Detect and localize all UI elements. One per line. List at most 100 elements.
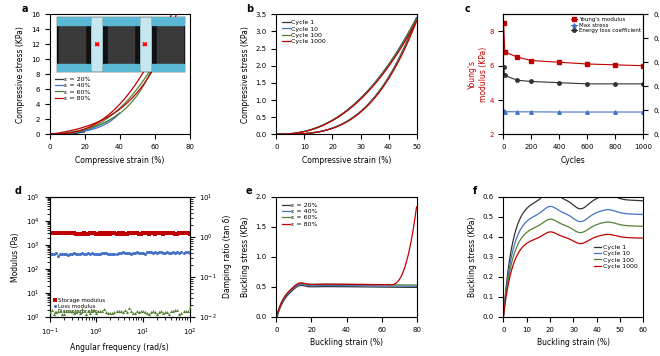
Storage modulus	[91, 231, 102, 237]
Max stress	[527, 110, 535, 114]
Storage modulus	[162, 230, 172, 236]
Cycle 100	[318, 124, 326, 128]
ε = 20%	[66, 132, 74, 136]
Damping ratio	[178, 308, 189, 314]
Storage modulus	[114, 230, 124, 236]
Cycle 1	[374, 77, 381, 81]
Text: d: d	[15, 186, 22, 197]
Damping ratio	[54, 308, 65, 314]
Storage modulus	[50, 230, 61, 236]
Loss modulus	[63, 252, 73, 258]
Storage modulus	[82, 231, 93, 237]
Energy loss coefficient	[513, 78, 521, 83]
X-axis label: Compressive strain (%): Compressive strain (%)	[302, 156, 391, 164]
ε = 60%	[46, 132, 54, 136]
Storage modulus	[75, 231, 85, 236]
Storage modulus	[125, 230, 136, 236]
Storage modulus	[182, 230, 193, 236]
Damping ratio	[81, 311, 91, 316]
Loss modulus	[168, 250, 179, 255]
X-axis label: Compressive strain (%): Compressive strain (%)	[75, 156, 164, 164]
ε = 20%	[336, 284, 344, 289]
Damping ratio	[97, 308, 108, 314]
ε = 60%	[378, 283, 386, 287]
Loss modulus	[112, 251, 122, 257]
Line: ε = 40%: ε = 40%	[50, 113, 119, 134]
Damping ratio	[121, 309, 132, 315]
Cycle 1	[636, 199, 644, 203]
Loss modulus	[114, 251, 124, 256]
Damping ratio	[71, 309, 81, 314]
Storage modulus	[117, 230, 128, 236]
Storage modulus	[65, 231, 75, 236]
Energy loss coefficient	[500, 65, 508, 69]
Cycle 100	[374, 78, 381, 82]
Storage modulus	[135, 231, 146, 236]
Storage modulus	[168, 231, 179, 236]
Storage modulus	[176, 230, 187, 236]
Loss modulus	[172, 249, 183, 255]
Max stress	[513, 110, 521, 114]
Loss modulus	[150, 249, 160, 255]
Loss modulus	[75, 251, 85, 257]
Cycle 10	[412, 16, 420, 21]
Cycle 1	[546, 189, 554, 194]
ε = 20%	[46, 132, 53, 136]
Cycle 100	[614, 222, 622, 226]
ε = 20%	[75, 131, 83, 135]
Legend: ε = 20%, ε = 40%, ε = 60%, ε = 80%: ε = 20%, ε = 40%, ε = 60%, ε = 80%	[280, 200, 321, 229]
Damping ratio	[115, 308, 126, 314]
Storage modulus	[109, 230, 119, 236]
Loss modulus	[154, 250, 164, 255]
Storage modulus	[101, 231, 112, 236]
Damping ratio	[79, 308, 89, 314]
Loss modulus	[61, 251, 71, 257]
ε = 20%	[297, 283, 305, 288]
Damping ratio	[93, 308, 104, 313]
ε = 20%	[412, 285, 420, 289]
ε = 20%	[298, 283, 306, 288]
Cycle 10	[328, 119, 336, 123]
Loss modulus	[50, 251, 61, 256]
Damping ratio	[65, 309, 75, 314]
Damping ratio	[103, 310, 114, 316]
Storage modulus	[67, 231, 77, 236]
ε = 60%	[298, 281, 306, 285]
Cycle 1	[318, 123, 326, 127]
Y-axis label: Buckling stress (KPa): Buckling stress (KPa)	[241, 216, 250, 297]
Y-axis label: Compressive stress (KPa): Compressive stress (KPa)	[16, 26, 25, 123]
Storage modulus	[152, 230, 162, 236]
Loss modulus	[156, 249, 166, 255]
Damping ratio	[67, 309, 77, 314]
Storage modulus	[105, 231, 115, 236]
Young's modulus	[501, 50, 509, 54]
Loss modulus	[91, 251, 102, 257]
Storage modulus	[148, 231, 158, 236]
Loss modulus	[85, 251, 96, 257]
ε = 60%	[309, 282, 317, 287]
Damping ratio	[99, 307, 110, 312]
ε = 40%	[115, 111, 123, 115]
Max stress	[583, 110, 591, 114]
Loss modulus	[52, 253, 63, 258]
Loss modulus	[121, 250, 132, 256]
Cycle 1000	[374, 79, 381, 83]
Storage modulus	[107, 230, 117, 236]
Damping ratio	[59, 311, 69, 316]
Loss modulus	[148, 250, 158, 256]
Y-axis label: Modulus (Pa): Modulus (Pa)	[11, 232, 20, 282]
ε = 80%	[172, 12, 180, 16]
Storage modulus	[140, 230, 150, 236]
ε = 20%	[81, 130, 88, 134]
Max stress	[501, 110, 509, 114]
Storage modulus	[146, 230, 156, 236]
Loss modulus	[82, 251, 93, 256]
ε = 80%	[355, 282, 363, 287]
ε = 80%	[131, 93, 139, 97]
Loss modulus	[135, 250, 146, 256]
Storage modulus	[170, 231, 181, 236]
X-axis label: Buckling strain (%): Buckling strain (%)	[537, 338, 610, 347]
Damping ratio	[170, 308, 181, 313]
Storage modulus	[46, 231, 57, 236]
Cycle 10	[546, 204, 554, 209]
